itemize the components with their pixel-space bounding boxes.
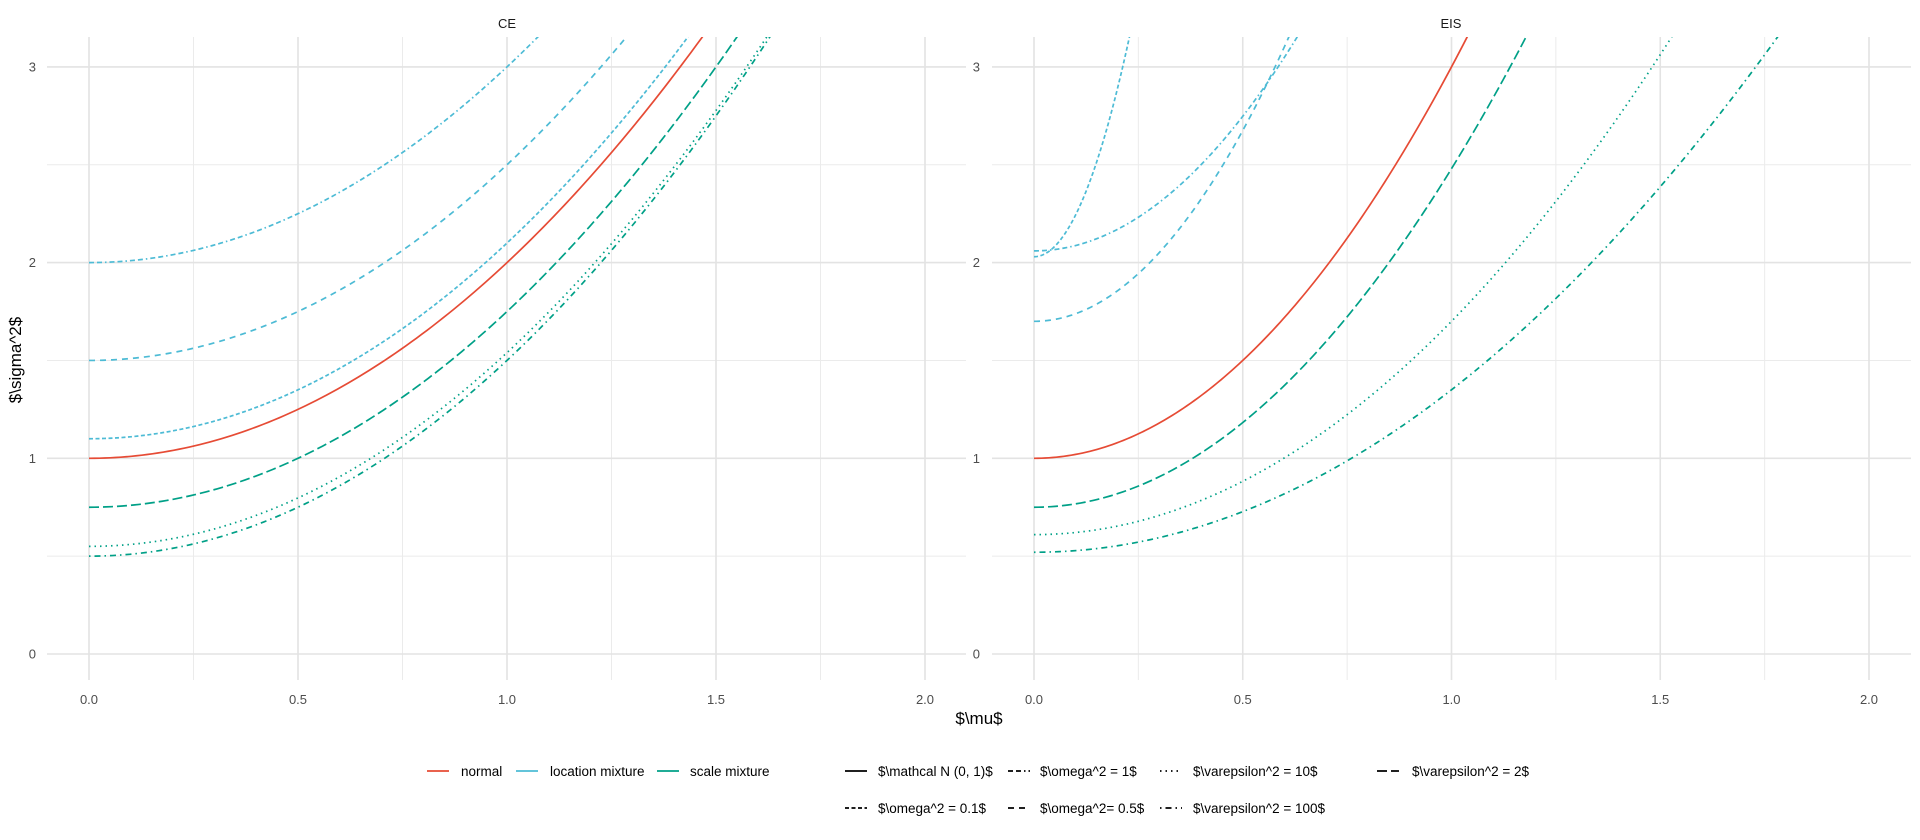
y-ticks-eis: 0 1 2 3 xyxy=(973,59,980,661)
x-tick-label: 0.0 xyxy=(1025,692,1043,707)
legend-label: $\omega^2 = 0.1$ xyxy=(878,801,987,816)
y-tick-label: 3 xyxy=(29,59,36,74)
y-tick-label: 0 xyxy=(973,647,980,662)
panel-ce: CE 0 1 2 3 0.0 0.5 1.0 1.5 2.0 xyxy=(29,16,966,707)
legend-label: $\varepsilon^2 = 2$ xyxy=(1412,764,1530,779)
x-ticks-ce: 0.0 0.5 1.0 1.5 2.0 xyxy=(80,692,934,707)
panel-title-ce: CE xyxy=(498,16,516,31)
x-tick-label: 1.5 xyxy=(1651,692,1669,707)
x-tick-label: 1.5 xyxy=(707,692,725,707)
series-line-scale-mixture-dotted xyxy=(1033,37,1673,536)
legend-color: normal location mixture scale mixture xyxy=(427,764,770,779)
y-tick-label: 2 xyxy=(973,255,980,270)
series-line-location-mixture-dashed xyxy=(1033,37,1290,323)
legend-label: normal xyxy=(461,764,502,779)
x-tick-label: 1.0 xyxy=(498,692,516,707)
x-tick-label: 1.0 xyxy=(1442,692,1460,707)
y-tick-label: 2 xyxy=(29,255,36,270)
panel-title-eis: EIS xyxy=(1441,16,1462,31)
series-line-location-mixture-shortdash xyxy=(1033,37,1131,258)
series-line-location-mixture-shortdash xyxy=(88,37,689,440)
y-tick-label: 0 xyxy=(29,647,36,662)
grid-eis xyxy=(992,37,1911,680)
panel-eis: EIS 0 1 2 3 0.0 0.5 1.0 1.5 2.0 xyxy=(973,16,1911,707)
x-tick-label: 0.0 xyxy=(80,692,98,707)
y-tick-label: 3 xyxy=(973,59,980,74)
y-ticks-ce: 0 1 2 3 xyxy=(29,59,36,661)
y-axis-title: $\sigma^2$ xyxy=(6,316,25,403)
legend-label: location mixture xyxy=(550,764,645,779)
legend-label: scale mixture xyxy=(690,764,770,779)
series-line-scale-mixture-dotdash xyxy=(1033,37,1779,554)
series-line-normal-solid xyxy=(1033,37,1469,460)
legend-label: $\varepsilon^2 = 10$ xyxy=(1193,764,1318,779)
x-tick-label: 0.5 xyxy=(289,692,307,707)
y-tick-label: 1 xyxy=(29,451,36,466)
legend-linetype: $\mathcal N (0, 1)$ $\omega^2 = 1$ $\varep… xyxy=(845,764,1530,816)
legend-label: $\mathcal N (0, 1)$ xyxy=(878,764,993,779)
x-tick-label: 0.5 xyxy=(1234,692,1252,707)
legend-label: $\varepsilon^2 = 100$ xyxy=(1193,801,1326,816)
series-line-scale-mixture-dotted xyxy=(88,37,768,548)
series-line-scale-mixture-longdash xyxy=(88,37,738,509)
series-line-location-mixture-dashed xyxy=(88,37,628,362)
series-line-scale-mixture-longdash xyxy=(1033,37,1527,509)
series-line-location-mixture-dashdot2 xyxy=(1033,37,1299,252)
x-ticks-eis: 0.0 0.5 1.0 1.5 2.0 xyxy=(1025,692,1878,707)
grid-ce xyxy=(47,37,966,680)
y-tick-label: 1 xyxy=(973,451,980,466)
x-tick-label: 2.0 xyxy=(1860,692,1878,707)
lines-ce xyxy=(88,37,771,557)
series-line-normal-solid xyxy=(88,37,704,460)
x-axis-title: $\mu$ xyxy=(955,709,1003,728)
legend-label: $\omega^2= 0.5$ xyxy=(1040,801,1145,816)
x-tick-label: 2.0 xyxy=(916,692,934,707)
legend-label: $\omega^2 = 1$ xyxy=(1040,764,1137,779)
series-line-location-mixture-dashdot2 xyxy=(88,37,539,264)
lines-eis xyxy=(1033,37,1779,554)
series-line-scale-mixture-dotdash xyxy=(88,37,771,557)
